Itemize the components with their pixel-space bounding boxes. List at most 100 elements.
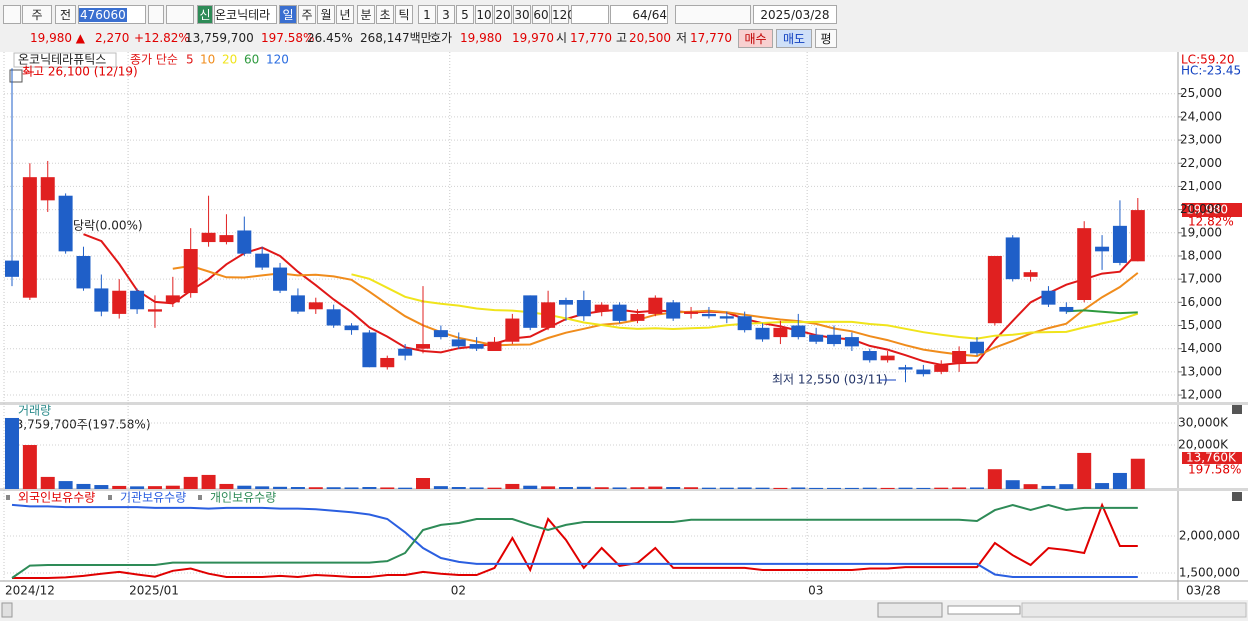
buy-button[interactable]: 매수 [738,29,773,48]
period-button[interactable]: 틱 [395,5,413,24]
period-type[interactable]: 주 [22,5,52,24]
candle-body [469,344,484,349]
code-input[interactable]: 476060 [78,5,146,24]
moving-average [83,233,1139,366]
candle-body [290,295,305,312]
y-tick-label: 2,000,000 [1179,528,1240,542]
price: 19,980 ▲ [30,31,86,45]
candle-body [380,357,395,368]
volume-title: 거래량 [18,404,51,418]
period-button[interactable]: 일 [279,5,297,24]
panel-divider [0,488,1248,491]
candle-body [1077,228,1092,301]
min-annotation: 최저 12,550 (03/11) [772,373,888,387]
y-tick-label: 1,500,000 [1179,565,1240,579]
x-end-label: 03/28 [1186,584,1221,598]
legend-entry: 기관보유수량 [120,491,186,505]
volume-bar [433,486,448,489]
candle-body [58,195,73,252]
y-tick-label: 16,000 [1180,295,1222,309]
candle-body [165,295,180,303]
y-tick-label: 13,000 [1180,364,1222,378]
ma-legend: 20 [222,53,237,67]
candle-body [433,330,448,338]
minute-button[interactable]: 30 [513,5,531,24]
date-input[interactable]: 2025/03/28 [753,5,837,24]
scroll-left[interactable] [1,602,13,618]
volume-bar [523,485,538,489]
candle-body [147,309,162,312]
candle-body [1095,246,1110,252]
volume-bar [219,483,234,489]
volume-bar [40,476,55,489]
candle-body [255,253,270,268]
candle-body [719,316,734,319]
candle-body [308,302,323,310]
minute-button[interactable]: 1 [418,5,436,24]
panel-close[interactable] [1232,405,1242,414]
title-box [13,52,117,68]
moving-average [1066,309,1138,315]
volume-bar [326,487,341,489]
volume-bar [827,487,842,489]
panel-divider [0,402,1248,405]
y-tick-label: 12,000 [1180,388,1222,402]
volume-bar [94,485,109,489]
search-button[interactable] [148,5,164,24]
count-input[interactable]: 64/64 [610,5,668,24]
period-button[interactable]: 월 [317,5,335,24]
volume-bar [987,469,1002,489]
volume-bar [737,487,752,489]
zoom-slider[interactable] [947,605,1021,615]
y-tick-label: 21,000 [1180,179,1222,193]
volume-bar [183,476,198,489]
scroll-buttons[interactable] [877,602,943,618]
prev-button[interactable]: 전 [55,5,76,24]
period-button[interactable]: 초 [376,5,394,24]
low-label: 저 [676,31,688,45]
candle-body [648,297,663,314]
volume-bar [666,487,681,489]
chart-title: 온코닉테라퓨틱스 [18,53,106,67]
sound-button[interactable] [166,5,194,24]
minute-button[interactable]: 3 [437,5,455,24]
candle-body [40,177,55,201]
minute-button[interactable]: 5 [456,5,474,24]
menu-icon[interactable] [3,5,21,24]
quote-label: 호가 [430,31,453,45]
minute-button[interactable]: 10 [475,5,493,24]
sell-button[interactable]: 매도 [776,29,812,48]
minute-button[interactable]: 20 [494,5,512,24]
volume-bar [576,486,591,489]
last-volume-box [1182,452,1242,464]
dropdown[interactable] [571,5,609,24]
y-tick-label: 20,000 [1180,202,1222,216]
volume-bar [380,487,395,489]
last-price-box [1182,203,1242,217]
panel-close[interactable] [1232,492,1242,501]
ma-legend: 120 [266,53,289,67]
volume-bar [5,417,19,489]
period-button[interactable]: 주 [298,5,316,24]
volume-bar [844,487,859,489]
period-button[interactable]: 년 [336,5,354,24]
dividend-annotation: 배당락(0.00%) [62,219,143,233]
eval-button[interactable]: 평 [815,29,837,48]
period-button[interactable]: 분 [357,5,375,24]
minute-button[interactable]: 120 [551,5,575,24]
candle-body [898,367,913,370]
volume-bar [719,487,734,489]
volume-bar [344,487,359,489]
tool-icons[interactable] [1021,602,1247,618]
holding-line [11,503,1138,579]
volume: 13,759,700 [185,31,254,45]
x-tick-label: 2025/01 [129,584,179,598]
volume-subtitle: 13,759,700주(197.58%) [8,418,151,432]
volume-bar [165,485,180,489]
minute-button[interactable]: 60 [532,5,550,24]
candle-body [558,300,573,305]
candle-body [791,325,806,338]
volume-bar [862,487,877,489]
tool-icons[interactable] [675,5,751,24]
